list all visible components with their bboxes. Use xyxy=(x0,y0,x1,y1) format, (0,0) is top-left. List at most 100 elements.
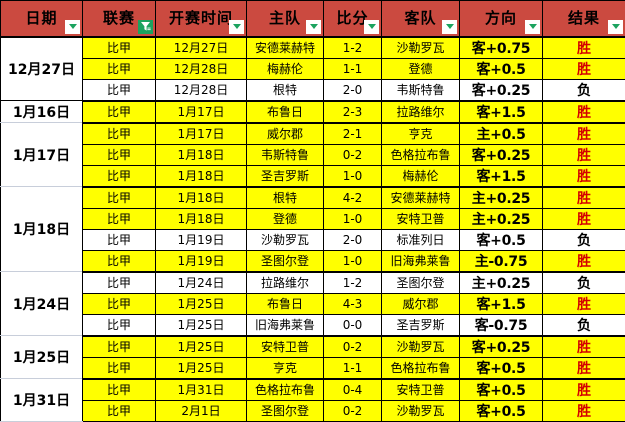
away-team-cell: 标准列日 xyxy=(382,229,460,250)
filter-dropdown-icon[interactable] xyxy=(306,20,321,34)
direction-cell: 主+0.25 xyxy=(460,208,543,229)
result-badge: 胜 xyxy=(543,400,625,421)
kickoff-time-cell: 1月17日 xyxy=(156,101,247,123)
filter-dropdown-icon[interactable] xyxy=(608,20,623,34)
column-header-result[interactable]: 结果 xyxy=(543,1,625,37)
filter-dropdown-icon[interactable] xyxy=(65,20,80,34)
direction-cell: 主+0.5 xyxy=(460,123,543,145)
league-cell: 比甲 xyxy=(83,208,156,229)
column-header-score[interactable]: 比分 xyxy=(324,1,382,37)
result-badge: 胜 xyxy=(543,336,625,358)
score-cell: 1-1 xyxy=(324,58,382,79)
league-cell: 比甲 xyxy=(83,272,156,294)
result-badge: 胜 xyxy=(543,58,625,79)
league-cell: 比甲 xyxy=(83,58,156,79)
kickoff-time-cell: 1月24日 xyxy=(156,272,247,294)
score-cell: 0-0 xyxy=(324,314,382,336)
home-team-cell: 登德 xyxy=(247,208,324,229)
away-team-cell: 亨克 xyxy=(382,123,460,145)
column-header-away-team[interactable]: 客队 xyxy=(382,1,460,37)
chevron-down-icon xyxy=(233,24,241,29)
direction-cell: 主-0.75 xyxy=(460,250,543,272)
away-team-cell: 圣吉罗斯 xyxy=(382,314,460,336)
column-header-league[interactable]: 联赛 xyxy=(83,1,156,37)
direction-cell: 客+0.5 xyxy=(460,379,543,401)
date-group-cell: 1月31日 xyxy=(1,379,83,422)
score-cell: 0-2 xyxy=(324,144,382,165)
date-group-cell: 1月16日 xyxy=(1,101,83,123)
league-cell: 比甲 xyxy=(83,123,156,145)
score-cell: 2-3 xyxy=(324,101,382,123)
home-team-cell: 梅赫伦 xyxy=(247,58,324,79)
kickoff-time-cell: 1月25日 xyxy=(156,336,247,358)
away-team-cell: 色格拉布鲁 xyxy=(382,357,460,379)
column-header-direction[interactable]: 方向 xyxy=(460,1,543,37)
direction-cell: 客+1.5 xyxy=(460,165,543,187)
result-badge: 胜 xyxy=(543,165,625,187)
league-cell: 比甲 xyxy=(83,229,156,250)
kickoff-time-cell: 1月18日 xyxy=(156,187,247,209)
chevron-down-icon xyxy=(368,24,376,29)
direction-cell: 客+0.5 xyxy=(460,400,543,421)
kickoff-time-cell: 1月31日 xyxy=(156,379,247,401)
kickoff-time-cell: 1月25日 xyxy=(156,293,247,314)
date-group-cell: 1月18日 xyxy=(1,187,83,272)
filter-dropdown-icon[interactable] xyxy=(525,20,540,34)
column-header-date[interactable]: 日期 xyxy=(1,1,83,37)
home-team-cell: 圣吉罗斯 xyxy=(247,165,324,187)
chevron-down-icon xyxy=(612,24,620,29)
kickoff-time-cell: 12月28日 xyxy=(156,58,247,79)
league-cell: 比甲 xyxy=(83,101,156,123)
date-group-cell: 1月24日 xyxy=(1,272,83,336)
home-team-cell: 旧海弗莱鲁 xyxy=(247,314,324,336)
league-cell: 比甲 xyxy=(83,37,156,59)
home-team-cell: 安特卫普 xyxy=(247,336,324,358)
away-team-cell: 登德 xyxy=(382,58,460,79)
score-cell: 2-1 xyxy=(324,123,382,145)
date-group-cell: 1月25日 xyxy=(1,336,83,379)
home-team-cell: 韦斯特鲁 xyxy=(247,144,324,165)
away-team-cell: 安特卫普 xyxy=(382,379,460,401)
score-cell: 1-2 xyxy=(324,37,382,59)
column-header-kickoff[interactable]: 开赛时间 xyxy=(156,1,247,37)
score-cell: 2-0 xyxy=(324,229,382,250)
result-badge: 胜 xyxy=(543,250,625,272)
result-badge: 胜 xyxy=(543,123,625,145)
kickoff-time-cell: 12月27日 xyxy=(156,37,247,59)
filter-dropdown-icon[interactable] xyxy=(229,20,244,34)
league-cell: 比甲 xyxy=(83,250,156,272)
filter-dropdown-icon[interactable] xyxy=(442,20,457,34)
home-team-cell: 安德莱赫特 xyxy=(247,37,324,59)
filter-dropdown-icon[interactable] xyxy=(364,20,379,34)
table-header: 日期联赛开赛时间主队比分客队方向结果 xyxy=(1,1,625,37)
direction-cell: 客+0.25 xyxy=(460,79,543,101)
score-cell: 0-2 xyxy=(324,400,382,421)
result-badge: 负 xyxy=(543,272,625,294)
kickoff-time-cell: 2月1日 xyxy=(156,400,247,421)
column-header-home-team[interactable]: 主队 xyxy=(247,1,324,37)
date-group-cell: 1月17日 xyxy=(1,123,83,187)
result-badge: 负 xyxy=(543,229,625,250)
direction-cell: 客+1.5 xyxy=(460,101,543,123)
filter-active-icon[interactable] xyxy=(138,20,153,34)
